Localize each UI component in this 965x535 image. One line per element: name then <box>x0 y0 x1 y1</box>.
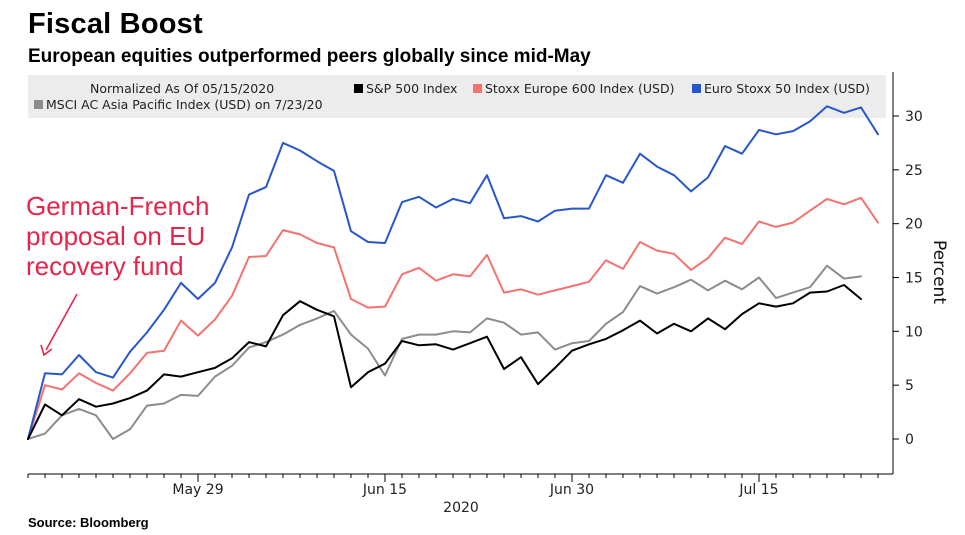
legend-swatch <box>34 100 43 109</box>
x-axis-ticks: May 29 Jun 15 Jun 30 Jul 15 <box>27 474 879 498</box>
source-note: Source: Bloomberg <box>28 515 149 530</box>
y-tick-label: 25 <box>905 163 923 179</box>
legend-label: Euro Stoxx 50 Index (USD) <box>704 81 870 96</box>
y-tick-label: 10 <box>905 324 923 340</box>
y-tick-label: 15 <box>905 271 923 287</box>
y-tick-label: 20 <box>905 217 923 233</box>
x-tick-label: Jun 30 <box>549 482 594 498</box>
series-group <box>27 105 879 440</box>
legend-swatch <box>692 84 701 93</box>
annotation-text-line: proposal on EU <box>26 221 205 251</box>
y-tick-label: 5 <box>905 378 914 394</box>
series-line-2 <box>27 105 879 440</box>
legend-swatch <box>473 84 482 93</box>
legend: Normalized As Of 05/15/2020 S&P 500 Index… <box>34 81 870 112</box>
y-tick-label: 30 <box>905 109 923 125</box>
annotation-text-line: German-French <box>26 191 210 221</box>
series-line-1 <box>27 196 879 440</box>
series-line-0 <box>27 284 862 440</box>
y-tick-label: 0 <box>905 432 914 448</box>
x-tick-label: Jun 15 <box>362 482 407 498</box>
legend-label: MSCI AC Asia Pacific Index (USD) on 7/23… <box>46 97 323 112</box>
x-tick-label: Jul 15 <box>738 482 778 498</box>
y-axis-title: Percent <box>929 240 949 304</box>
chart-title: Fiscal Boost <box>28 8 203 40</box>
series-line-3 <box>27 264 862 440</box>
legend-swatch <box>354 84 363 93</box>
legend-label: S&P 500 Index <box>366 81 457 96</box>
chart-subtitle: European equities outperformed peers glo… <box>28 46 591 67</box>
legend-label: Stoxx Europe 600 Index (USD) <box>485 81 674 96</box>
legend-header: Normalized As Of 05/15/2020 <box>90 81 274 96</box>
y-axis-ticks: 0 5 10 15 20 25 30 <box>893 109 923 448</box>
annotation-text-line: recovery fund <box>26 251 184 281</box>
annotation-arrow-head <box>40 344 53 357</box>
annotation-arrow-shaft <box>45 293 78 351</box>
x-axis-title: 2020 <box>443 500 479 516</box>
legend-background <box>28 75 886 118</box>
x-tick-label: May 29 <box>172 482 223 498</box>
